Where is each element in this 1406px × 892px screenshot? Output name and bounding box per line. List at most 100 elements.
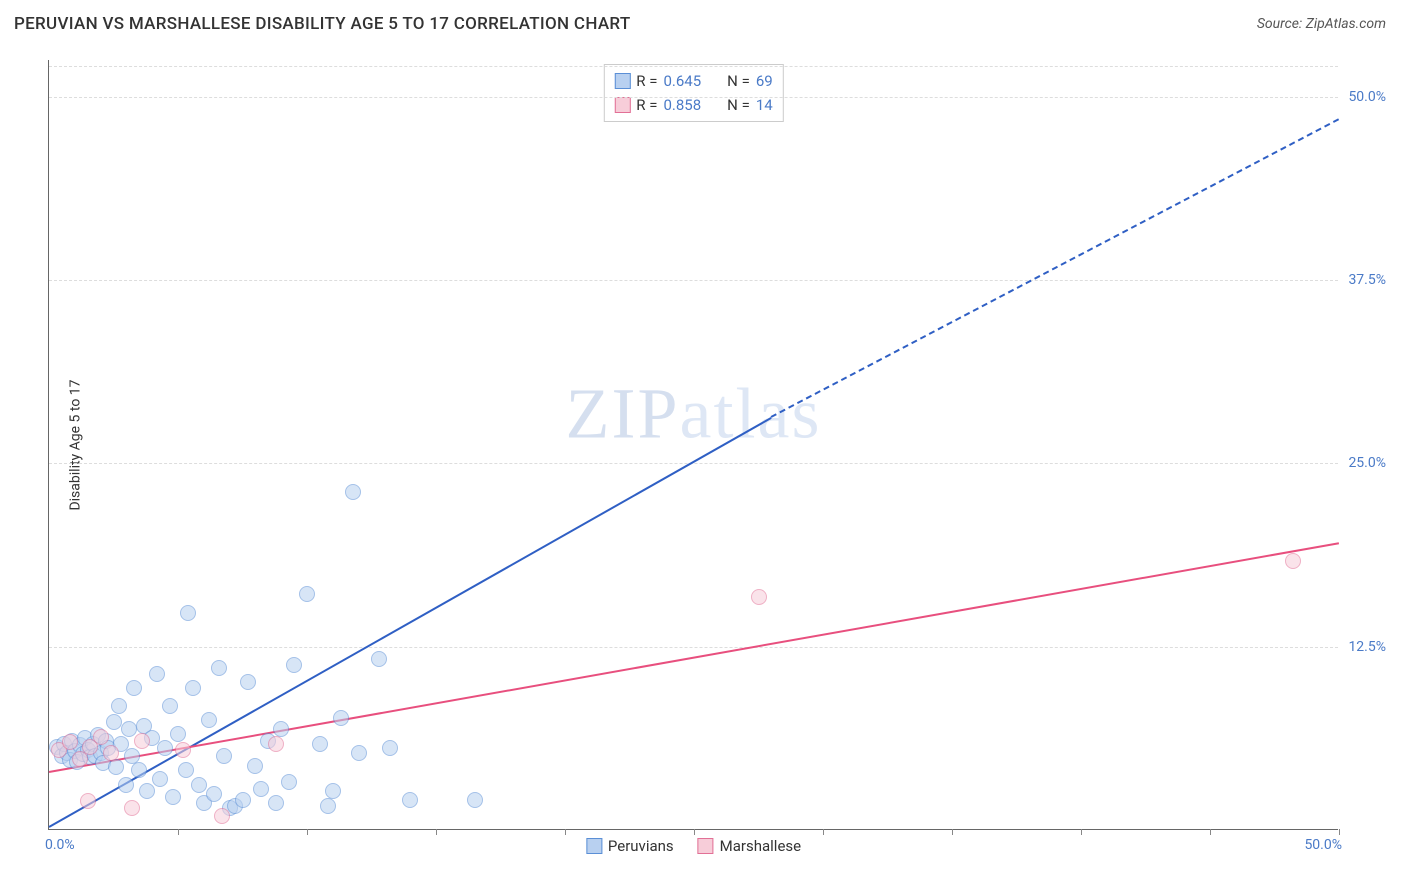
n-label: N = <box>727 69 750 93</box>
data-point-marshallese <box>80 793 96 809</box>
data-point-peruvians <box>118 777 134 793</box>
x-tick <box>823 829 824 835</box>
gridline <box>49 647 1338 648</box>
source-attribution: Source: ZipAtlas.com <box>1257 16 1386 32</box>
x-tick <box>1339 829 1340 835</box>
data-point-marshallese <box>103 745 119 761</box>
data-point-peruvians <box>299 586 315 602</box>
data-point-peruvians <box>235 792 251 808</box>
x-tick <box>436 829 437 835</box>
x-tick <box>178 829 179 835</box>
data-point-peruvians <box>273 721 289 737</box>
source-label: Source: <box>1257 16 1302 32</box>
x-axis-min-label: 0.0% <box>45 837 75 853</box>
gridline <box>49 280 1338 281</box>
x-tick <box>1081 829 1082 835</box>
data-point-peruvians <box>121 721 137 737</box>
data-point-peruvians <box>139 783 155 799</box>
legend-label: Peruvians <box>608 837 674 855</box>
data-point-peruvians <box>467 792 483 808</box>
data-point-marshallese <box>62 734 78 750</box>
data-point-peruvians <box>371 651 387 667</box>
legend-item: Marshallese <box>698 837 801 855</box>
data-point-peruvians <box>162 698 178 714</box>
data-point-peruvians <box>108 759 124 775</box>
data-point-peruvians <box>185 680 201 696</box>
data-point-peruvians <box>325 783 341 799</box>
data-point-peruvians <box>281 774 297 790</box>
gridline <box>49 66 1338 67</box>
n-value: 69 <box>756 69 773 93</box>
y-tick-label: 12.5% <box>1342 639 1386 655</box>
data-point-peruvians <box>253 781 269 797</box>
y-tick-label: 25.0% <box>1342 455 1386 471</box>
r-label: R = <box>636 69 657 93</box>
gridline <box>49 97 1338 98</box>
data-point-marshallese <box>214 808 230 824</box>
data-point-peruvians <box>211 660 227 676</box>
data-point-peruvians <box>191 777 207 793</box>
x-tick <box>1210 829 1211 835</box>
legend-swatch <box>698 838 714 854</box>
gridline <box>49 463 1338 464</box>
data-point-peruvians <box>126 680 142 696</box>
x-axis-max-label: 50.0% <box>1304 837 1342 853</box>
data-point-peruvians <box>170 726 186 742</box>
series-legend: Peruvians Marshallese <box>586 837 801 855</box>
data-point-peruvians <box>286 657 302 673</box>
data-point-peruvians <box>157 740 173 756</box>
scatter-plot: ZIPatlas R =0.645N =69R =0.858N =14 Peru… <box>48 60 1338 830</box>
data-point-peruvians <box>165 789 181 805</box>
data-point-marshallese <box>175 742 191 758</box>
chart-area: Disability Age 5 to 17 ZIPatlas R =0.645… <box>48 60 1386 830</box>
data-point-peruvians <box>124 748 140 764</box>
x-tick <box>307 829 308 835</box>
data-point-marshallese <box>134 733 150 749</box>
data-point-peruvians <box>240 674 256 690</box>
watermark: ZIPatlas <box>566 372 822 455</box>
r-value: 0.645 <box>663 69 701 93</box>
data-point-peruvians <box>131 762 147 778</box>
chart-title: PERUVIAN VS MARSHALLESE DISABILITY AGE 5… <box>14 14 631 34</box>
data-point-peruvians <box>345 484 361 500</box>
data-point-peruvians <box>201 712 217 728</box>
data-point-marshallese <box>1285 553 1301 569</box>
watermark-part2: atlas <box>680 373 822 453</box>
trend-line <box>49 417 772 828</box>
trend-line-extrapolated <box>771 119 1340 418</box>
data-point-peruvians <box>149 666 165 682</box>
data-point-peruvians <box>320 798 336 814</box>
data-point-marshallese <box>268 736 284 752</box>
data-point-peruvians <box>333 710 349 726</box>
data-point-peruvians <box>382 740 398 756</box>
legend-label: Marshallese <box>720 837 801 855</box>
data-point-peruvians <box>178 762 194 778</box>
x-tick <box>565 829 566 835</box>
data-point-marshallese <box>124 800 140 816</box>
x-tick <box>694 829 695 835</box>
y-tick-label: 50.0% <box>1342 89 1386 105</box>
watermark-part1: ZIP <box>566 373 680 453</box>
swatch-marshallese <box>614 97 630 113</box>
data-point-peruvians <box>106 714 122 730</box>
data-point-peruvians <box>247 758 263 774</box>
data-point-peruvians <box>216 748 232 764</box>
data-point-peruvians <box>111 698 127 714</box>
data-point-peruvians <box>351 745 367 761</box>
data-point-marshallese <box>93 729 109 745</box>
data-point-peruvians <box>402 792 418 808</box>
trend-line <box>49 543 1339 774</box>
data-point-peruvians <box>152 771 168 787</box>
legend-item: Peruvians <box>586 837 674 855</box>
data-point-peruvians <box>180 605 196 621</box>
data-point-peruvians <box>206 786 222 802</box>
source-value: ZipAtlas.com <box>1306 16 1386 32</box>
x-tick <box>952 829 953 835</box>
y-tick-label: 37.5% <box>1342 272 1386 288</box>
data-point-marshallese <box>751 589 767 605</box>
swatch-peruvians <box>614 73 630 89</box>
data-point-peruvians <box>268 795 284 811</box>
correlation-stats-legend: R =0.645N =69R =0.858N =14 <box>603 64 783 122</box>
legend-swatch <box>586 838 602 854</box>
chart-header: PERUVIAN VS MARSHALLESE DISABILITY AGE 5… <box>0 0 1406 38</box>
